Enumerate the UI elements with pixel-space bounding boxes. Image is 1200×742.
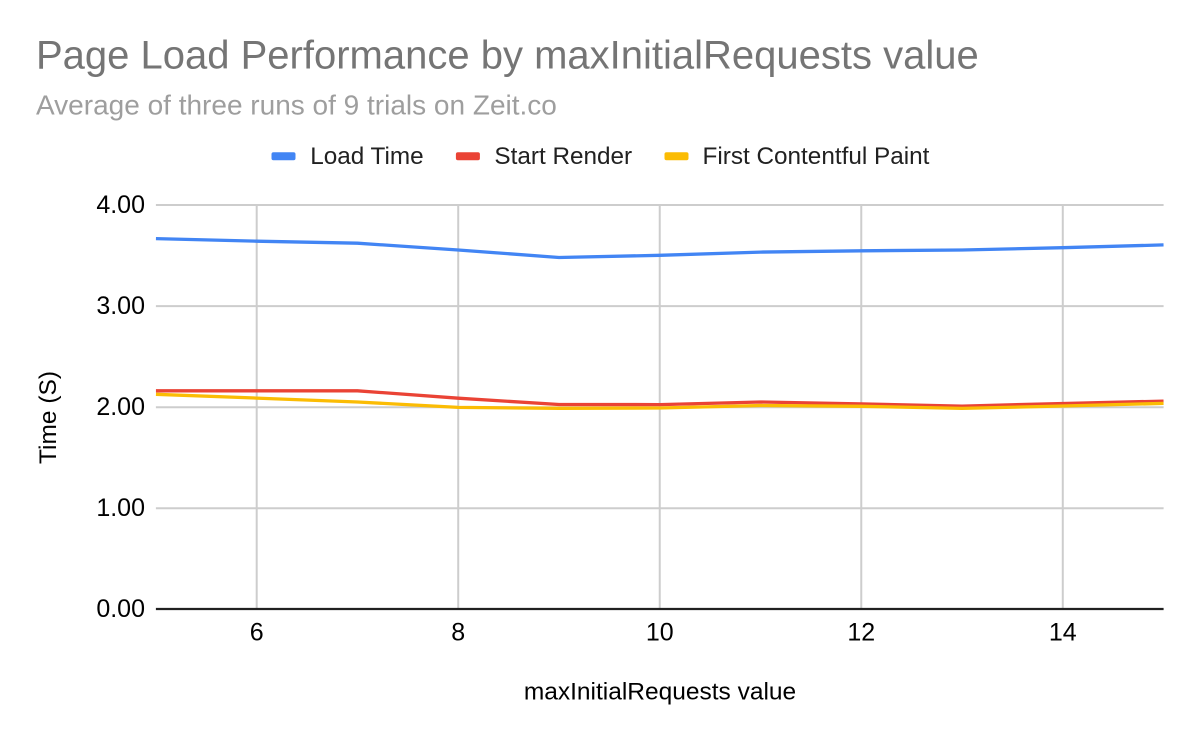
svg-text:0.00: 0.00: [96, 595, 145, 623]
svg-text:Time (S): Time (S): [35, 371, 62, 464]
svg-text:8: 8: [451, 619, 465, 647]
svg-text:Start Render: Start Render: [494, 143, 632, 170]
svg-text:1.00: 1.00: [96, 494, 145, 522]
svg-text:10: 10: [646, 619, 674, 647]
svg-text:Page Load Performance by maxIn: Page Load Performance by maxInitialReque…: [36, 34, 979, 78]
svg-text:14: 14: [1049, 619, 1077, 647]
svg-text:3.00: 3.00: [96, 292, 145, 320]
svg-text:Average of three runs of 9 tri: Average of three runs of 9 trials on Zei…: [36, 90, 557, 121]
svg-text:6: 6: [250, 619, 264, 647]
svg-text:Load Time: Load Time: [310, 143, 423, 170]
svg-text:First Contentful Paint: First Contentful Paint: [703, 143, 930, 170]
svg-text:12: 12: [847, 619, 875, 647]
svg-text:4.00: 4.00: [96, 191, 145, 219]
svg-text:maxInitialRequests value: maxInitialRequests value: [524, 679, 796, 706]
svg-text:2.00: 2.00: [96, 393, 145, 421]
